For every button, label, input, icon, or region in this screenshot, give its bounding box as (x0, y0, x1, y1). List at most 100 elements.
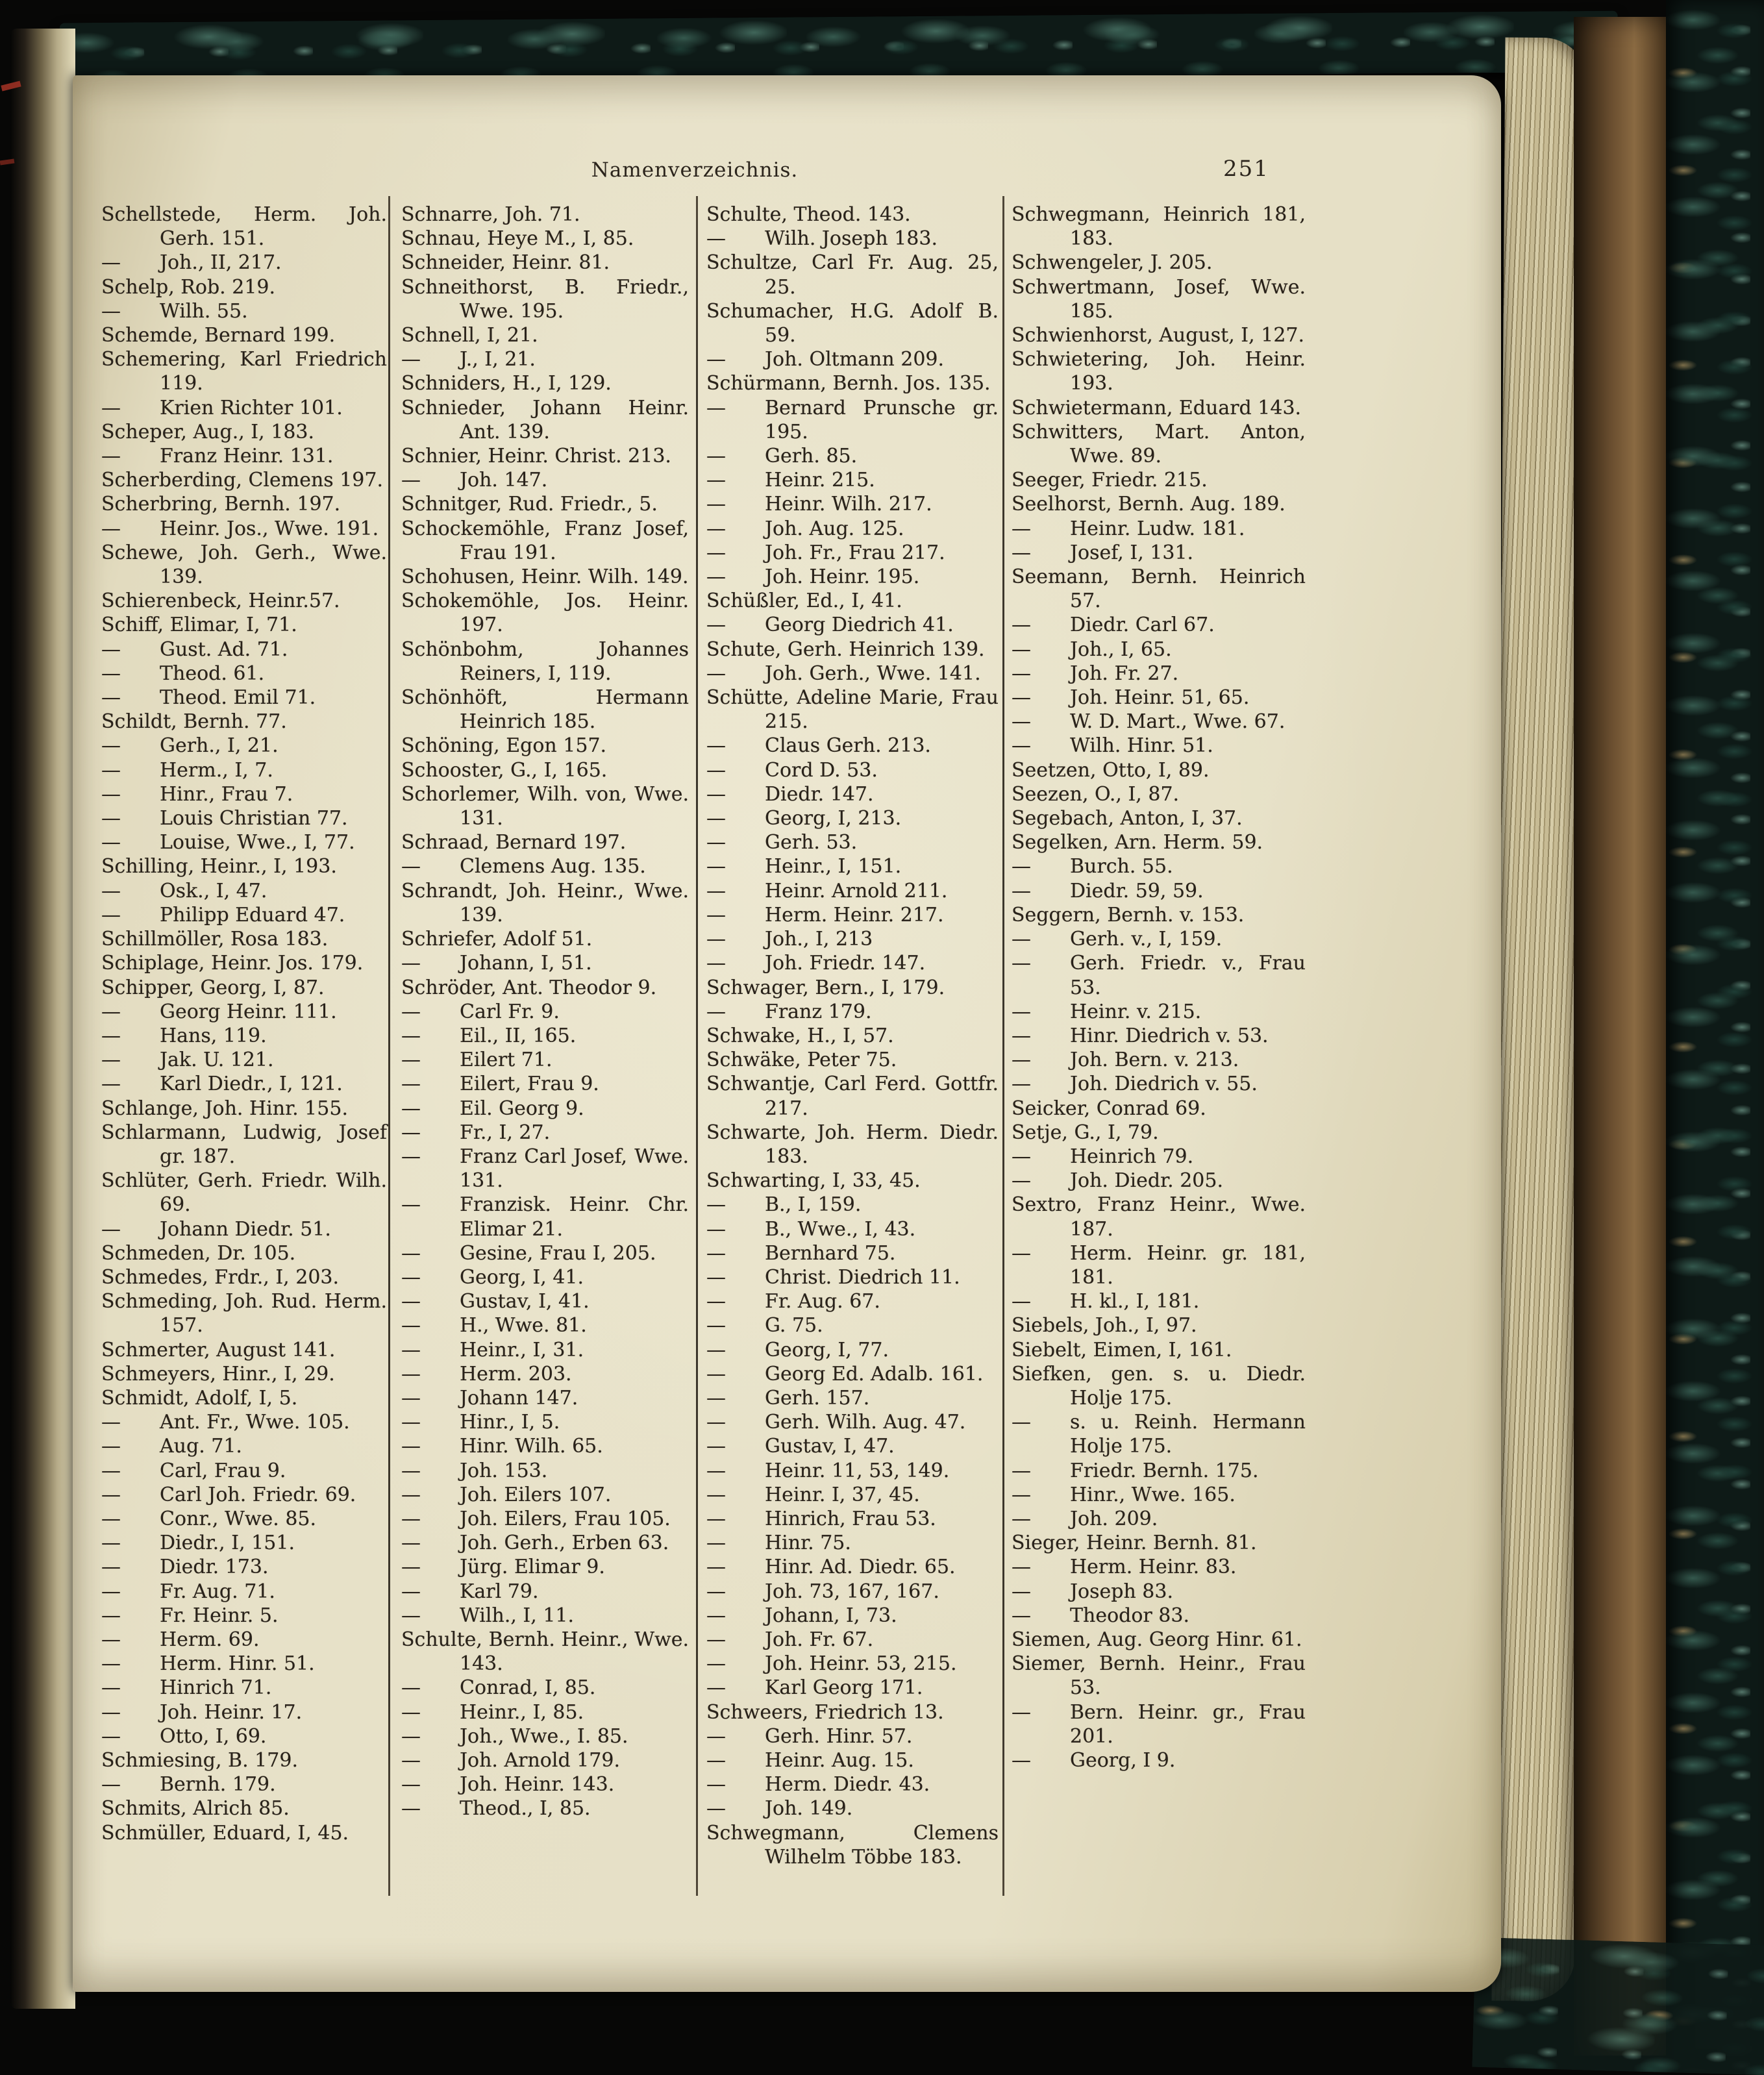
index-entry: — Joh. Fr. 27. (1012, 662, 1179, 685)
index-entry: — Hinrich, Frau 53. (706, 1507, 936, 1530)
index-entry: Schüßler, Ed., I, 41. (706, 590, 902, 613)
book-cover-marbled-top (59, 10, 1619, 84)
index-entry: Seeger, Friedr. 215. (1012, 469, 1208, 492)
index-entry: Schemering, Karl Friedrich 119. (101, 348, 387, 395)
repeat-surname-dash: — (101, 1049, 121, 1072)
repeat-surname-dash: — (706, 1265, 726, 1289)
repeat-surname-dash: — (706, 1000, 726, 1023)
index-entry: — Karl Georg 171. (706, 1676, 923, 1700)
index-entry: — Carl, Frau 9. (101, 1459, 286, 1482)
index-entry: Schipper, Georg, I, 87. (101, 976, 325, 999)
repeat-surname-dash: — (101, 662, 121, 685)
index-entry: — Herm., I, 7. (101, 758, 273, 782)
repeat-surname-dash: — (1012, 1169, 1031, 1193)
marbled-corner-bottom-right (1472, 1937, 1764, 2075)
repeat-surname-dash: — (1012, 1459, 1031, 1482)
repeat-surname-dash: — (1012, 662, 1031, 685)
index-entry: — Joh. 149. (706, 1797, 853, 1820)
index-entry: — Fr. Heinr. 5. (101, 1604, 279, 1627)
book-page: Namenverzeichnis. 251 Schellstede, Herm.… (73, 75, 1501, 1992)
index-entry: Siemer, Bernh. Heinr., Frau 53. (1012, 1652, 1306, 1700)
repeat-surname-dash: — (1012, 1507, 1031, 1530)
repeat-surname-dash: — (706, 903, 726, 926)
index-entry: — Joh. Friedr. 147. (706, 952, 926, 975)
index-entry: Schlarmann, Ludwig, Josef gr. 187. (101, 1121, 387, 1168)
index-entry: — Joh. Heinr. 51, 65. (1012, 686, 1250, 710)
column-divider (388, 196, 390, 1896)
repeat-surname-dash: — (706, 1773, 726, 1796)
repeat-surname-dash: — (706, 807, 726, 830)
repeat-surname-dash: — (1012, 1073, 1031, 1096)
index-entry: Seicker, Conrad 69. (1012, 1097, 1206, 1120)
index-entry: Schrandt, Joh. Heinr., Wwe. 139. (401, 879, 689, 926)
index-entry: — Christ. Diedrich 11. (706, 1265, 960, 1289)
index-entry: — Joh., I, 213 (706, 928, 873, 951)
index-entry: — Johann 147. (401, 1386, 578, 1410)
repeat-surname-dash: — (101, 1532, 121, 1555)
repeat-surname-dash: — (401, 1435, 421, 1458)
index-entry: — J., I, 21. (401, 348, 536, 371)
repeat-surname-dash: — (706, 541, 726, 564)
index-entry: — Joh. Fr. 67. (706, 1628, 874, 1651)
index-entry: Scherberding, Clemens 197. (101, 469, 384, 492)
index-entry: — Gerh., I, 21. (101, 734, 279, 758)
index-entry: — B., I, 159. (706, 1193, 862, 1217)
index-entry: Siefken, gen. s. u. Diedr. Holje 175. (1012, 1362, 1306, 1410)
index-entry: — Clemens Aug. 135. (401, 855, 646, 878)
repeat-surname-dash: — (1012, 1556, 1031, 1579)
index-entry: — Eilert 71. (401, 1049, 553, 1072)
repeat-surname-dash: — (101, 1459, 121, 1482)
index-entry: Schulte, Theod. 143. (706, 203, 911, 226)
index-entry: Schöning, Egon 157. (401, 734, 607, 758)
index-entry: — G. 75. (706, 1314, 823, 1337)
index-entry: Schneithorst, B. Friedr., Wwe. 195. (401, 275, 689, 323)
repeat-surname-dash: — (401, 1362, 421, 1385)
repeat-surname-dash: — (401, 1193, 421, 1217)
repeat-surname-dash: — (401, 1507, 421, 1530)
repeat-surname-dash: — (1012, 541, 1031, 564)
index-entry: Schönhöft, Hermann Heinrich 185. (401, 686, 689, 734)
index-entry: — Jürg. Elimar 9. (401, 1556, 605, 1579)
index-entry: — Heinr., I, 31. (401, 1338, 584, 1361)
index-entry: Schriefer, Adolf 51. (401, 928, 593, 951)
index-entry: Schweers, Friedrich 13. (706, 1700, 944, 1724)
index-entry: — Heinrich 79. (1012, 1145, 1194, 1168)
repeat-surname-dash: — (706, 517, 726, 540)
index-entry: Schwietermann, Eduard 143. (1012, 396, 1302, 419)
repeat-surname-dash: — (1012, 1749, 1031, 1772)
index-entry: — Osk., I, 47. (101, 879, 267, 902)
index-entry: — Wilh. Joseph 183. (706, 227, 938, 251)
left-page-edge (10, 29, 75, 2009)
repeat-surname-dash: — (401, 1580, 421, 1603)
repeat-surname-dash: — (101, 1724, 121, 1748)
repeat-surname-dash: — (101, 734, 121, 758)
repeat-surname-dash: — (706, 952, 726, 975)
index-entry: — Johann, I, 51. (401, 952, 592, 975)
repeat-surname-dash: — (706, 1676, 726, 1700)
index-entry: — Heinr. Wilh. 217. (706, 493, 932, 516)
index-entry: — Joh. 73, 167, 167. (706, 1580, 939, 1603)
repeat-surname-dash: — (101, 807, 121, 830)
index-entry: Schmiesing, B. 179. (101, 1749, 298, 1772)
repeat-surname-dash: — (101, 1073, 121, 1096)
index-entry: — Fr. Aug. 71. (101, 1580, 275, 1603)
index-entry: — Fr., I, 27. (401, 1121, 551, 1144)
index-entry: Schelp, Rob. 219. (101, 275, 276, 299)
index-entry: — Bernard Prunsche gr. 195. (706, 396, 999, 443)
index-entry: Schwarte, Joh. Herm. Diedr. 183. (706, 1121, 999, 1168)
repeat-surname-dash: — (1012, 1145, 1031, 1168)
repeat-surname-dash: — (101, 831, 121, 854)
index-entry: — Georg, I 9. (1012, 1749, 1176, 1772)
index-entry: — Georg, I, 77. (706, 1338, 889, 1361)
index-entry: Schellstede, Herm. Joh. Gerh. 151. (101, 203, 387, 251)
index-entry: Schniders, H., I, 129. (401, 372, 612, 395)
repeat-surname-dash: — (401, 1411, 421, 1434)
index-entry: Seemann, Bernh. Heinrich 57. (1012, 565, 1306, 613)
index-entry: Schwitters, Mart. Anton, Wwe. 89. (1012, 420, 1306, 468)
repeat-surname-dash: — (1012, 1024, 1031, 1047)
repeat-surname-dash: — (401, 1290, 421, 1313)
index-entry: Schlange, Joh. Hinr. 155. (101, 1097, 348, 1120)
repeat-surname-dash: — (401, 469, 421, 492)
index-entry: Scheper, Aug., I, 183. (101, 420, 315, 443)
